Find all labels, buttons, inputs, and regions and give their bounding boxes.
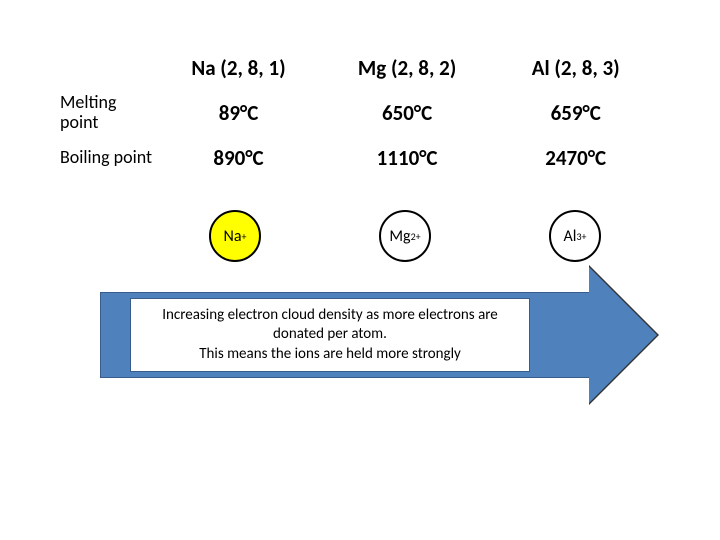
ion-al-wrapper: Al3+ <box>490 210 660 262</box>
ion-na-charge: + <box>242 230 247 243</box>
bp-al: 2470°C <box>491 145 660 171</box>
ion-al-charge: 3+ <box>576 230 586 243</box>
boiling-point-row: Boiling point 890°C 1110°C 2470°C <box>60 145 660 171</box>
caption-box: Increasing electron cloud density as mor… <box>130 298 530 372</box>
col-header-mg: Mg (2, 8, 2) <box>323 55 492 81</box>
boiling-point-label: Boiling point <box>60 148 154 168</box>
mp-na: 89°C <box>154 100 323 126</box>
ion-al-base: Al <box>564 227 577 246</box>
melting-point-row: Melting point 89°C 650°C 659°C <box>60 93 660 133</box>
arrow-head-fill <box>589 267 657 403</box>
col-header-al: Al (2, 8, 3) <box>491 55 660 81</box>
ion-al: Al3+ <box>549 210 601 262</box>
ion-na-base: Na <box>224 227 242 246</box>
data-table: Na (2, 8, 1) Mg (2, 8, 2) Al (2, 8, 3) M… <box>60 55 660 183</box>
bp-mg: 1110°C <box>323 145 492 171</box>
ion-mg: Mg2+ <box>379 210 431 262</box>
ion-row: Na+ Mg2+ Al3+ <box>150 210 660 262</box>
ion-mg-charge: 2+ <box>411 230 421 243</box>
bp-na: 890°C <box>154 145 323 171</box>
trend-arrow: Increasing electron cloud density as mor… <box>100 280 660 390</box>
mp-mg: 650°C <box>323 100 492 126</box>
ion-mg-wrapper: Mg2+ <box>320 210 490 262</box>
ion-mg-base: Mg <box>389 227 410 246</box>
ion-na-wrapper: Na+ <box>150 210 320 262</box>
ion-na: Na+ <box>209 210 261 262</box>
header-row: Na (2, 8, 1) Mg (2, 8, 2) Al (2, 8, 3) <box>60 55 660 81</box>
mp-al: 659°C <box>491 100 660 126</box>
col-header-na: Na (2, 8, 1) <box>154 55 323 81</box>
caption-text: Increasing electron cloud density as mor… <box>139 306 521 365</box>
melting-point-label: Melting point <box>60 93 154 133</box>
